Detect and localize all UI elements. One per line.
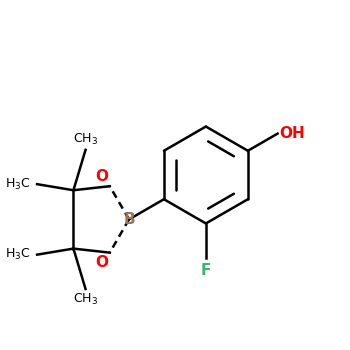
Text: H$_3$C: H$_3$C [6, 177, 31, 192]
Text: CH$_3$: CH$_3$ [73, 292, 98, 307]
Text: O: O [95, 255, 108, 270]
Text: B: B [123, 212, 135, 227]
Text: O: O [95, 169, 108, 184]
Text: OH: OH [280, 126, 305, 141]
Text: F: F [201, 262, 211, 278]
Text: CH$_3$: CH$_3$ [73, 132, 98, 147]
Text: H$_3$C: H$_3$C [6, 247, 31, 262]
